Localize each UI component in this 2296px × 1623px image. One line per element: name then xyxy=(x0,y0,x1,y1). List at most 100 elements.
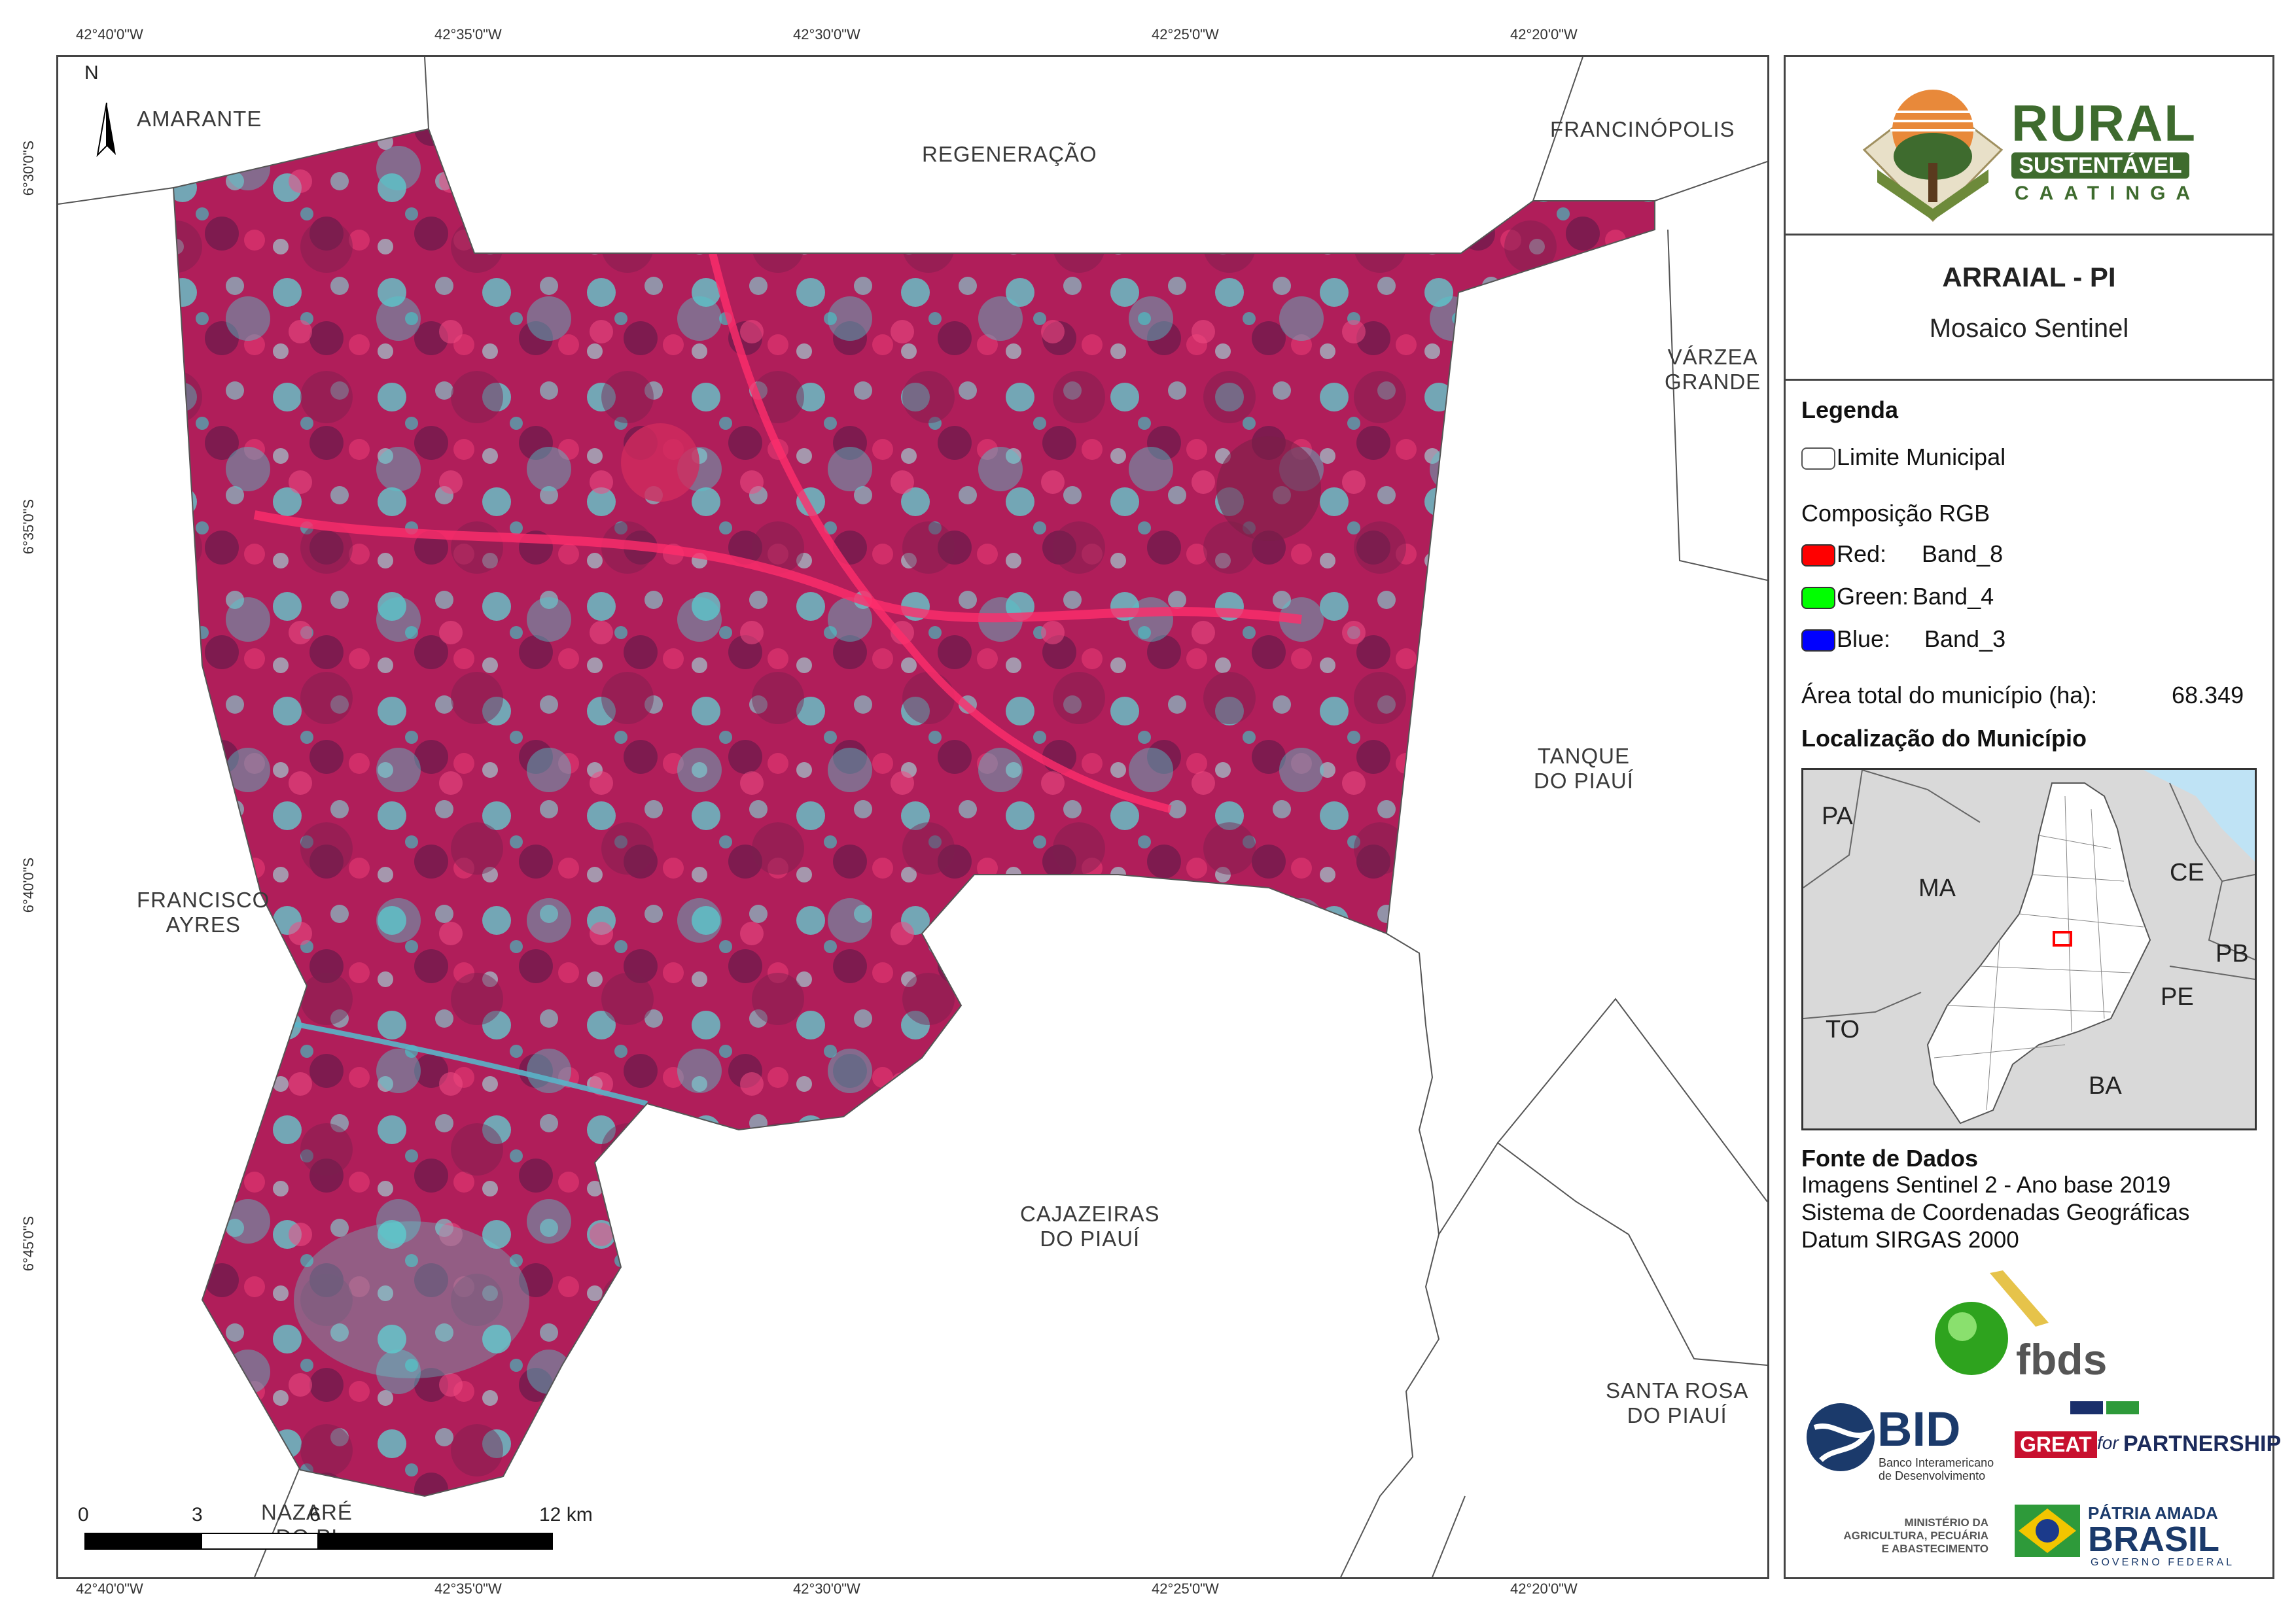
state-label: TO xyxy=(1826,1016,1860,1043)
lon-tick: 42°35'0"W xyxy=(434,26,502,43)
arraial-imagery xyxy=(173,129,1655,1496)
great-partnership: PARTNERSHIP xyxy=(2123,1431,2282,1456)
label-regeneracao: REGENERAÇÃO xyxy=(922,142,1097,166)
scale-segment xyxy=(317,1533,553,1550)
great-for: for xyxy=(2097,1433,2119,1453)
boundary-label: Limite Municipal xyxy=(1837,444,2006,470)
label-amarante: AMARANTE xyxy=(137,107,262,131)
label-line: AYRES xyxy=(166,913,241,937)
brasil-line: BRASIL xyxy=(2088,1520,2219,1559)
ministry-line: E ABASTECIMENTO xyxy=(1881,1543,1988,1555)
locator-svg xyxy=(1803,770,2255,1125)
map-title: ARRAIAL - PI xyxy=(1942,262,2116,292)
blue-band-swatch-icon xyxy=(1801,629,1835,652)
legend-heading: Legenda xyxy=(1801,396,1899,423)
label-tanque-do-piaui: TANQUE DO PIAUÍ xyxy=(1534,744,1634,794)
north-arrow-icon xyxy=(96,102,116,157)
lon-tick: 42°25'0"W xyxy=(1152,26,1219,43)
label-francisco-ayres: FRANCISCO AYRES xyxy=(137,888,270,937)
label-line: SANTA ROSA xyxy=(1606,1378,1749,1403)
band-name: Band_4 xyxy=(1913,583,1994,610)
lon-tick: 42°30'0"W xyxy=(793,26,860,43)
great-badge: GREAT xyxy=(2015,1431,2097,1458)
north-label: N xyxy=(84,62,99,84)
label-line: DO PIAUÍ xyxy=(1534,769,1634,793)
scale-label: 6 xyxy=(309,1504,321,1526)
green-band-swatch-icon xyxy=(1801,587,1835,609)
boundary-swatch-icon xyxy=(1801,447,1835,470)
band-channel: Green: xyxy=(1837,583,1909,610)
map-frame[interactable]: N AMARANTE REGENERAÇÃO FRANCINÓPOLIS VÁR… xyxy=(56,55,1769,1579)
brazil-flag-icon xyxy=(2106,1401,2139,1414)
bid-logo-icon xyxy=(1807,1403,1875,1471)
lat-tick: 6°45'0"S xyxy=(20,1215,37,1272)
uk-flag-icon xyxy=(2070,1401,2103,1414)
lon-tick: 42°25'0"W xyxy=(1152,1580,1219,1597)
source-line: Imagens Sentinel 2 - Ano base 2019 xyxy=(1801,1172,2171,1198)
lat-tick: 6°40'0"S xyxy=(20,857,37,913)
label-line: VÁRZEA xyxy=(1667,345,1758,369)
scale-label: 12 km xyxy=(539,1504,593,1526)
scale-label: 3 xyxy=(192,1504,203,1526)
label-line: TANQUE xyxy=(1537,744,1630,768)
fbds-logo-icon xyxy=(1935,1270,2049,1375)
state-label: PB xyxy=(2216,940,2249,968)
legend-section: Legenda Limite Municipal Composição RGB … xyxy=(1786,379,2281,1578)
band-name: Band_8 xyxy=(1922,540,2004,567)
location-marker-icon xyxy=(2053,931,2072,947)
scale-label: 0 xyxy=(78,1504,89,1526)
caatinga-logo-icon xyxy=(1862,90,2004,222)
label-line: CAJAZEIRAS xyxy=(1020,1202,1160,1226)
band-channel: Blue: xyxy=(1837,625,1891,652)
legend-panel: RURAL SUSTENTÁVEL CAATINGA ARRAIAL - PI … xyxy=(1784,55,2281,1579)
ministry-line: MINISTÉRIO DA xyxy=(1904,1516,1988,1529)
label-line: FRANCISCO xyxy=(137,888,270,912)
logo-sustentavel: SUSTENTÁVEL xyxy=(2011,152,2189,179)
state-label: MA xyxy=(1918,875,1956,902)
state-label: BA xyxy=(2089,1072,2122,1100)
fbds-logo-text: fbds xyxy=(2016,1335,2108,1384)
label-francinopolis: FRANCINÓPOLIS xyxy=(1550,117,1735,141)
lon-tick: 42°20'0"W xyxy=(1510,1580,1578,1597)
lon-tick: 42°35'0"W xyxy=(434,1580,502,1597)
bid-logo-text: BID xyxy=(1877,1402,1961,1456)
municipal-boundary xyxy=(172,128,1655,1497)
scale-segment xyxy=(201,1533,319,1550)
band-name: Band_3 xyxy=(1924,625,2006,652)
label-line: GRANDE xyxy=(1665,370,1761,394)
state-label: PA xyxy=(1822,803,1853,830)
red-band-swatch-icon xyxy=(1801,544,1835,567)
brasil-line: GOVERNO FEDERAL xyxy=(2091,1557,2235,1568)
sources-heading: Fonte de Dados xyxy=(1801,1145,1979,1172)
band-channel: Red: xyxy=(1837,540,1887,567)
label-line: NAZARÉ xyxy=(261,1500,353,1524)
state-label: CE xyxy=(2170,859,2204,886)
lon-tick: 42°30'0"W xyxy=(793,1580,860,1597)
locator-map: PA MA CE PB PE TO BA xyxy=(1801,768,2257,1130)
location-heading: Localização do Município xyxy=(1801,725,2087,752)
ministry-line: AGRICULTURA, PECUÁRIA xyxy=(1843,1529,1988,1542)
area-value: 68.349 xyxy=(2172,682,2244,708)
area-label: Área total do município (ha): xyxy=(1801,682,2098,708)
lon-tick: 42°20'0"W xyxy=(1510,26,1578,43)
satellite-map xyxy=(58,57,1767,1577)
map-subtitle: Mosaico Sentinel xyxy=(1929,314,2129,343)
lon-tick: 42°40'0"W xyxy=(76,1580,143,1597)
brasil-flag-icon xyxy=(2015,1505,2080,1557)
title-section: ARRAIAL - PI Mosaico Sentinel xyxy=(1786,234,2272,381)
label-cajazeiras-do-piaui: CAJAZEIRAS DO PIAUÍ xyxy=(1020,1202,1160,1251)
rgb-heading: Composição RGB xyxy=(1801,500,1990,527)
logo-caatinga: CAATINGA xyxy=(2015,183,2201,204)
logo-rural: RURAL xyxy=(2011,94,2197,152)
scale-segment xyxy=(84,1533,202,1550)
source-line: Sistema de Coordenadas Geográficas xyxy=(1801,1200,2190,1225)
label-line: DO PIAUÍ xyxy=(1040,1227,1140,1251)
project-logo: RURAL SUSTENTÁVEL CAATINGA xyxy=(1786,57,2272,234)
state-label: PE xyxy=(2161,983,2194,1011)
label-santa-rosa-do-piaui: SANTA ROSA DO PIAUÍ xyxy=(1606,1378,1748,1428)
lat-tick: 6°30'0"S xyxy=(20,140,37,196)
brasil-line: PÁTRIA AMADA xyxy=(2088,1503,2218,1523)
lat-tick: 6°35'0"S xyxy=(20,498,37,555)
source-line: Datum SIRGAS 2000 xyxy=(1801,1227,2019,1253)
label-line: DO PIAUÍ xyxy=(1627,1403,1727,1427)
